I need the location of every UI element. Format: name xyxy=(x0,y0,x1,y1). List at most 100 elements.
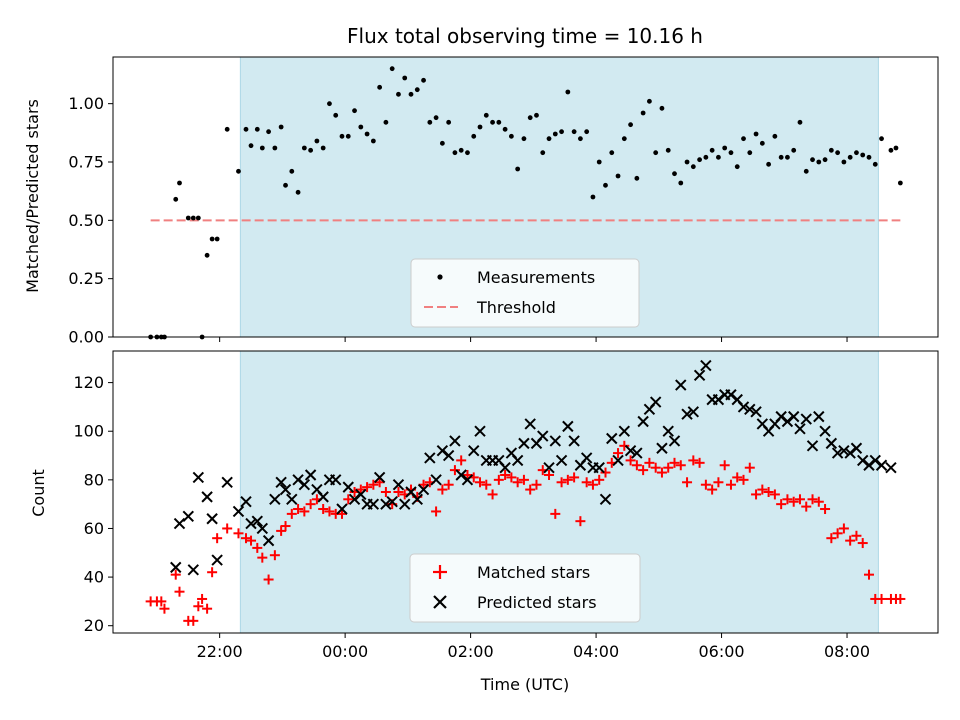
measurement-point xyxy=(828,147,834,153)
measurement-point xyxy=(659,105,665,111)
measurement-point xyxy=(678,180,684,186)
measurement-point xyxy=(521,136,527,142)
measurement-point xyxy=(741,136,746,142)
predicted-star-point xyxy=(449,435,461,447)
matched-star-point xyxy=(518,474,529,485)
top-legend: Measurements Threshold xyxy=(410,258,640,328)
measurement-point xyxy=(496,119,502,125)
bottom-ytick-label: 120 xyxy=(73,373,104,392)
predicted-star-point xyxy=(693,369,706,382)
top-legend-box xyxy=(410,258,640,328)
measurement-point xyxy=(414,87,420,93)
matched-star-point xyxy=(368,479,379,490)
measurement-point xyxy=(559,129,564,135)
matched-star-point xyxy=(512,477,523,488)
matched-star-point xyxy=(581,477,592,488)
predicted-star-point xyxy=(187,564,200,576)
measurement-point xyxy=(703,154,709,160)
bottom-ytick-label: 40 xyxy=(84,568,104,587)
measurement-point xyxy=(236,168,241,174)
predicted-star-point xyxy=(251,515,264,527)
bottom-xlabel: Time (UTC) xyxy=(480,675,569,694)
measurement-point xyxy=(214,236,220,242)
matched-star-point xyxy=(280,521,291,532)
measurement-point xyxy=(534,112,539,118)
measurement-point xyxy=(490,119,495,125)
top-axes-frame xyxy=(112,56,939,338)
measurement-point xyxy=(797,119,803,125)
bottom-xtick-label: 02:00 xyxy=(448,642,494,661)
matched-star-point xyxy=(832,528,843,539)
legend-measurements-marker xyxy=(437,274,443,280)
matched-star-point xyxy=(845,535,856,546)
predicted-star-point xyxy=(599,493,612,506)
matched-star-point xyxy=(719,460,730,471)
measurement-point xyxy=(314,138,320,144)
measurement-point xyxy=(728,150,734,156)
matched-star-point xyxy=(324,506,335,517)
matched-star-point xyxy=(269,550,280,561)
measurement-point xyxy=(327,101,332,107)
predicted-star-point xyxy=(424,452,436,464)
measurement-point xyxy=(747,150,753,156)
predicted-star-point xyxy=(562,420,574,433)
matched-star-point xyxy=(506,472,517,483)
measurement-point xyxy=(339,133,345,139)
matched-star-point xyxy=(650,462,661,473)
measurement-point xyxy=(272,145,278,151)
matched-star-point xyxy=(443,479,454,490)
legend-predicted-marker xyxy=(433,595,447,609)
measurement-point xyxy=(352,108,357,114)
bottom-legend-box xyxy=(409,553,641,623)
predicted-star-point xyxy=(192,471,205,484)
predicted-star-point xyxy=(806,440,819,452)
matched-star-point xyxy=(170,569,181,580)
predicted-star-point xyxy=(304,469,317,481)
measurement-point xyxy=(402,75,408,81)
matched-star-point xyxy=(159,603,170,614)
measurement-point xyxy=(716,154,721,160)
predicted-star-point xyxy=(392,478,405,491)
matched-star-point xyxy=(462,469,473,480)
matched-star-point xyxy=(156,596,167,607)
measurement-point xyxy=(477,124,483,130)
matched-star-point xyxy=(776,499,787,510)
measurement-point xyxy=(190,215,196,221)
measurement-point xyxy=(248,143,254,149)
matched-star-point xyxy=(299,506,310,517)
measurement-point xyxy=(427,119,433,125)
predicted-star-point xyxy=(737,401,750,413)
matched-star-point xyxy=(851,530,862,541)
predicted-star-point xyxy=(744,403,756,416)
measurement-point xyxy=(860,152,866,158)
measurement-point xyxy=(734,164,740,170)
measurement-point xyxy=(879,136,884,142)
measurement-point xyxy=(634,175,640,181)
measurement-point xyxy=(204,252,210,258)
measurement-point xyxy=(383,119,389,125)
measurement-point xyxy=(709,147,715,153)
top-ytick-label: 0.00 xyxy=(68,328,104,347)
matched-star-point xyxy=(807,494,818,505)
predicted-star-point xyxy=(631,447,643,459)
matched-star-point xyxy=(550,508,561,519)
bottom-xtick-label: 04:00 xyxy=(573,642,619,661)
measurement-point xyxy=(483,112,489,118)
matched-star-point xyxy=(801,501,812,512)
predicted-star-point xyxy=(537,430,549,442)
matched-star-point xyxy=(188,615,199,626)
bottom-ytick-label: 20 xyxy=(84,616,104,635)
predicted-star-point xyxy=(850,442,863,454)
predicted-star-point xyxy=(787,410,800,423)
predicted-star-point xyxy=(298,478,311,491)
matched-star-point xyxy=(449,465,460,476)
predicted-star-point xyxy=(885,461,897,474)
predicted-star-point xyxy=(468,444,480,457)
bottom-xtick-label: 00:00 xyxy=(322,642,368,661)
measurement-point xyxy=(690,164,696,170)
measurement-point xyxy=(803,168,809,174)
matched-star-point xyxy=(782,494,793,505)
predicted-star-point xyxy=(518,437,530,450)
predicted-star-point xyxy=(618,425,631,437)
measurement-point xyxy=(195,215,201,221)
